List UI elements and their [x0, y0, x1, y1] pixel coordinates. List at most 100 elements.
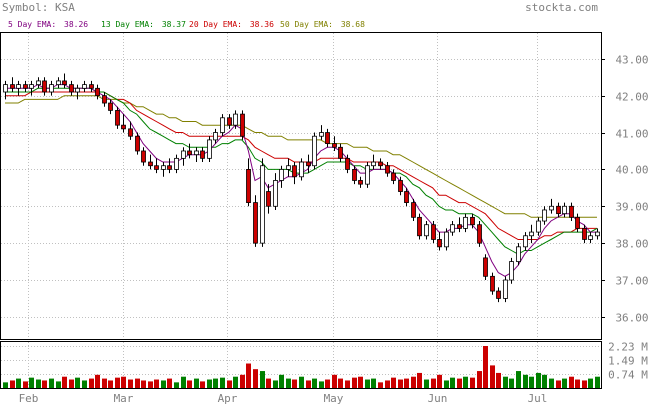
candle-body: [437, 239, 442, 248]
volume-bar: [575, 379, 580, 388]
volume-bar: [463, 376, 468, 388]
candle-body: [102, 95, 107, 104]
volume-bar: [10, 380, 15, 388]
volume-bar: [240, 374, 245, 388]
grid: [1, 33, 601, 388]
volume-bar: [483, 346, 488, 388]
candle-body: [378, 161, 383, 167]
volume-bar: [556, 380, 561, 388]
volume-bar: [338, 378, 343, 388]
candle-body: [542, 209, 547, 222]
volume-bar: [42, 380, 47, 388]
candle-body: [299, 161, 304, 178]
volume-bar: [220, 377, 225, 388]
candle-body: [266, 191, 271, 207]
candle-body: [319, 132, 324, 137]
volume-bar: [16, 378, 21, 388]
candle-body: [352, 169, 357, 181]
volume-bar: [154, 379, 159, 388]
volume-bar: [477, 371, 482, 388]
volume-bar: [69, 379, 74, 388]
legend-ema13-label: 13 Day EMA:: [101, 20, 154, 29]
legend-ema20-value: 38.36: [250, 20, 274, 29]
volume-bar: [3, 382, 8, 388]
legend-ema5: 5 Day EMA: 38.26: [8, 20, 88, 29]
candle-body: [3, 84, 8, 93]
volume-bar: [404, 378, 409, 388]
volume-bar: [470, 377, 475, 388]
price-tick-label: 39.00: [615, 201, 648, 214]
volume-bar: [115, 377, 120, 388]
volume-bars: [3, 346, 600, 388]
candle-body: [385, 165, 390, 174]
volume-bar: [523, 374, 528, 388]
volume-bar: [569, 376, 574, 388]
volume-bar: [437, 374, 442, 388]
volume-bar: [549, 378, 554, 388]
volume-tick-label: 2.23 M: [608, 341, 648, 354]
candle-body: [431, 224, 436, 240]
candle-body: [496, 290, 501, 299]
volume-bar: [516, 371, 521, 388]
candle-body: [523, 235, 528, 248]
candle-body: [95, 87, 100, 97]
candle-body: [582, 227, 587, 240]
candle-body: [424, 224, 429, 237]
candle-body: [187, 150, 192, 156]
candle-body: [69, 84, 74, 93]
x-tick-label: Mar: [114, 392, 134, 405]
candle-body: [417, 216, 422, 237]
volume-bar: [588, 378, 593, 388]
volume-bar: [266, 378, 271, 388]
candle-body: [450, 224, 455, 233]
candle-body: [174, 157, 179, 170]
volume-bar: [306, 380, 311, 388]
candle-body: [562, 205, 567, 215]
x-tick-label: Feb: [19, 392, 39, 405]
candle-body: [503, 279, 508, 299]
candle-body: [56, 80, 61, 86]
candle-body: [115, 110, 120, 126]
candle-body: [29, 84, 34, 89]
x-tick-label: Jul: [528, 392, 548, 405]
volume-bar: [457, 378, 462, 388]
candle-body: [549, 205, 554, 211]
candle-body: [89, 84, 94, 89]
volume-bar: [227, 380, 232, 388]
x-axis: Feb Mar Apr May Jun Jul: [19, 392, 548, 405]
candle-body: [444, 231, 449, 248]
legend-ema50-label: 50 Day EMA:: [280, 20, 333, 29]
candle-body: [332, 143, 337, 148]
volume-bar: [128, 379, 133, 388]
candle-body: [411, 202, 416, 218]
volume-bar: [450, 377, 455, 388]
candle-body: [36, 80, 41, 86]
volume-bar: [431, 378, 436, 388]
volume-bar: [273, 380, 278, 388]
volume-bar: [89, 378, 94, 388]
volume-bar: [417, 372, 422, 388]
candle-body: [556, 205, 561, 215]
volume-bar: [352, 377, 357, 388]
price-tick-label: 41.00: [615, 128, 648, 141]
volume-bar: [365, 379, 370, 388]
candle-body: [10, 84, 15, 89]
price-axis: 43.00 42.00 41.00 40.00 39.00 38.00 37.00 36.00: [601, 54, 649, 325]
candle-body: [345, 157, 350, 170]
candle-body: [338, 146, 343, 159]
candle-body: [391, 172, 396, 181]
candle-body: [200, 150, 205, 159]
site-watermark: stockta.com: [525, 1, 598, 14]
volume-bar: [82, 380, 87, 388]
candle-body: [23, 84, 28, 89]
candle-body: [16, 84, 21, 89]
volume-bar: [391, 377, 396, 388]
price-tick-label: 42.00: [615, 91, 648, 104]
volume-tick-label: 1.49 M: [608, 355, 648, 368]
candle-body: [398, 180, 403, 192]
volume-bar: [233, 376, 238, 388]
price-tick-label: 38.00: [615, 238, 648, 251]
candle-body: [292, 165, 297, 178]
candle-body: [470, 216, 475, 226]
volume-bar: [325, 379, 330, 388]
